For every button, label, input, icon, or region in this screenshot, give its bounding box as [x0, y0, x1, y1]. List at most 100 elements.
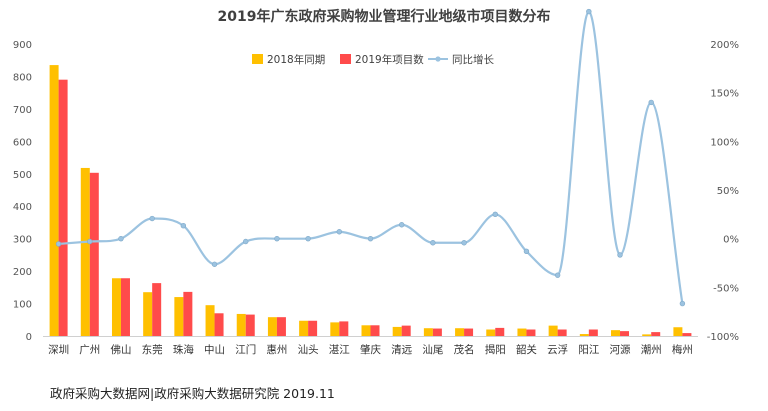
- bar-2019-16: [557, 329, 567, 336]
- legend-swatch: [340, 54, 351, 64]
- legend: 2018年同期 2019年项目数 同比增长: [252, 53, 494, 66]
- growth-point-5: [211, 261, 218, 267]
- bar-2018-1: [80, 167, 90, 336]
- bar-2019-20: [682, 333, 692, 336]
- growth-line-series: [55, 8, 686, 307]
- right-tick-label: 150%: [710, 89, 739, 100]
- growth-point-7: [274, 235, 280, 242]
- right-tick-label: 100%: [710, 137, 739, 148]
- category-label: 中山: [204, 343, 225, 356]
- growth-point-11: [398, 222, 405, 228]
- bar-2019-6: [245, 314, 255, 336]
- category-label: 云浮: [547, 344, 568, 356]
- bar-2019-19: [651, 332, 661, 336]
- growth-point-15: [523, 248, 530, 255]
- chart-canvas: 0 100 200 300 400 500 600 700 800 900 -100% -50% 0%…: [13, 8, 739, 356]
- bar-2019-13: [464, 328, 474, 336]
- bar-2019-9: [339, 321, 349, 336]
- category-label: 广州: [79, 344, 100, 356]
- left-tick-label: 700: [13, 105, 32, 116]
- growth-point-1: [87, 238, 93, 245]
- growth-point-8: [305, 235, 311, 242]
- bar-2019-2: [120, 278, 130, 336]
- bar-2019-11: [401, 325, 411, 336]
- category-label: 深圳: [48, 344, 69, 356]
- bar-2018-18: [611, 330, 621, 336]
- bar-2019-10: [370, 325, 380, 336]
- category-labels: 深圳 广州 佛山 东莞 珠海 中山 江门 惠州 汕头 湛江 肇庆 清远 汕尾 茂名 揭阳 韶关 云浮 阳江 河源 潮州…: [48, 343, 693, 356]
- chart-title: 2019年广东政府采购物业管理行业地级市项目数分布: [217, 9, 551, 25]
- bar-2018-20: [673, 327, 683, 336]
- category-label: 河源: [610, 343, 631, 356]
- growth-point-9: [336, 229, 343, 235]
- bar-2018-19: [642, 334, 652, 336]
- left-tick-label: 900: [13, 40, 32, 51]
- right-tick-label: 50%: [717, 186, 739, 197]
- category-label: 茂名: [454, 343, 475, 356]
- growth-point-4: [180, 223, 187, 229]
- bar-2019-15: [526, 329, 536, 336]
- legend-item: 同比增长: [428, 53, 494, 66]
- growth-point-12: [430, 240, 436, 246]
- right-axis: -100% -50% 0% 50% 100% 150% 200%: [707, 40, 739, 343]
- growth-point-2: [118, 235, 124, 242]
- category-label: 惠州: [266, 343, 287, 356]
- bar-2019-1: [89, 172, 99, 336]
- left-tick-label: 200: [13, 267, 32, 278]
- right-tick-label: -50%: [713, 283, 739, 294]
- left-tick-label: 500: [13, 170, 32, 181]
- bar-2018-6: [236, 313, 246, 336]
- category-label: 揭阳: [485, 343, 506, 356]
- left-tick-label: 400: [13, 202, 32, 213]
- category-label: 阳江: [578, 344, 599, 356]
- bar-2018-14: [486, 329, 496, 336]
- legend-swatch: [252, 54, 263, 64]
- legend-label: 2019年项目数: [355, 53, 424, 66]
- bar-2019-14: [495, 327, 505, 336]
- bar-2018-15: [517, 328, 527, 336]
- right-tick-label: -100%: [707, 332, 739, 343]
- growth-point-13: [461, 240, 467, 246]
- bar-2018-5: [205, 305, 215, 336]
- left-tick-label: 100: [13, 300, 32, 311]
- bar-2018-11: [392, 326, 402, 336]
- category-label: 梅州: [672, 343, 693, 356]
- bar-2018-12: [423, 328, 433, 336]
- category-label: 珠海: [173, 343, 194, 356]
- left-tick-label: 0: [26, 332, 32, 343]
- source-caption: 政府采购大数据网|政府采购大数据研究院 2019.11: [50, 386, 335, 401]
- growth-point-0: [55, 241, 62, 247]
- category-label: 湛江: [329, 344, 350, 356]
- bar-2018-0: [49, 65, 59, 336]
- growth-point-14: [492, 211, 498, 218]
- category-label: 江门: [235, 343, 256, 356]
- right-tick-label: 0%: [723, 235, 739, 246]
- legend-item: 2018年同期: [252, 53, 325, 66]
- bar-2019-8: [308, 320, 318, 336]
- bar-2019-0: [58, 79, 68, 336]
- category-label: 潮州: [641, 343, 662, 356]
- bar-2018-7: [267, 317, 277, 336]
- growth-point-10: [367, 235, 374, 242]
- bar-2018-4: [174, 297, 184, 336]
- category-label: 东莞: [142, 343, 163, 356]
- growth-point-19: [648, 99, 654, 106]
- left-tick-label: 300: [13, 235, 32, 246]
- growth-point-20: [679, 300, 686, 307]
- bar-2018-8: [299, 320, 309, 336]
- bar-2019-4: [183, 291, 193, 336]
- category-label: 汕头: [298, 344, 319, 356]
- bar-2018-10: [361, 325, 371, 336]
- left-axis: 0 100 200 300 400 500 600 700 800 900: [13, 40, 698, 343]
- legend-label: 2018年同期: [267, 53, 325, 66]
- legend-item: 2019年项目数: [340, 53, 424, 66]
- bar-2019-18: [620, 331, 630, 336]
- growth-point-16: [554, 272, 561, 278]
- bar-2018-3: [143, 292, 153, 336]
- category-label: 汕尾: [422, 344, 443, 356]
- bar-2018-9: [330, 322, 340, 336]
- bar-series: [49, 65, 692, 336]
- bar-2019-17: [588, 329, 598, 336]
- growth-point-6: [243, 238, 249, 245]
- bar-2018-17: [579, 334, 589, 336]
